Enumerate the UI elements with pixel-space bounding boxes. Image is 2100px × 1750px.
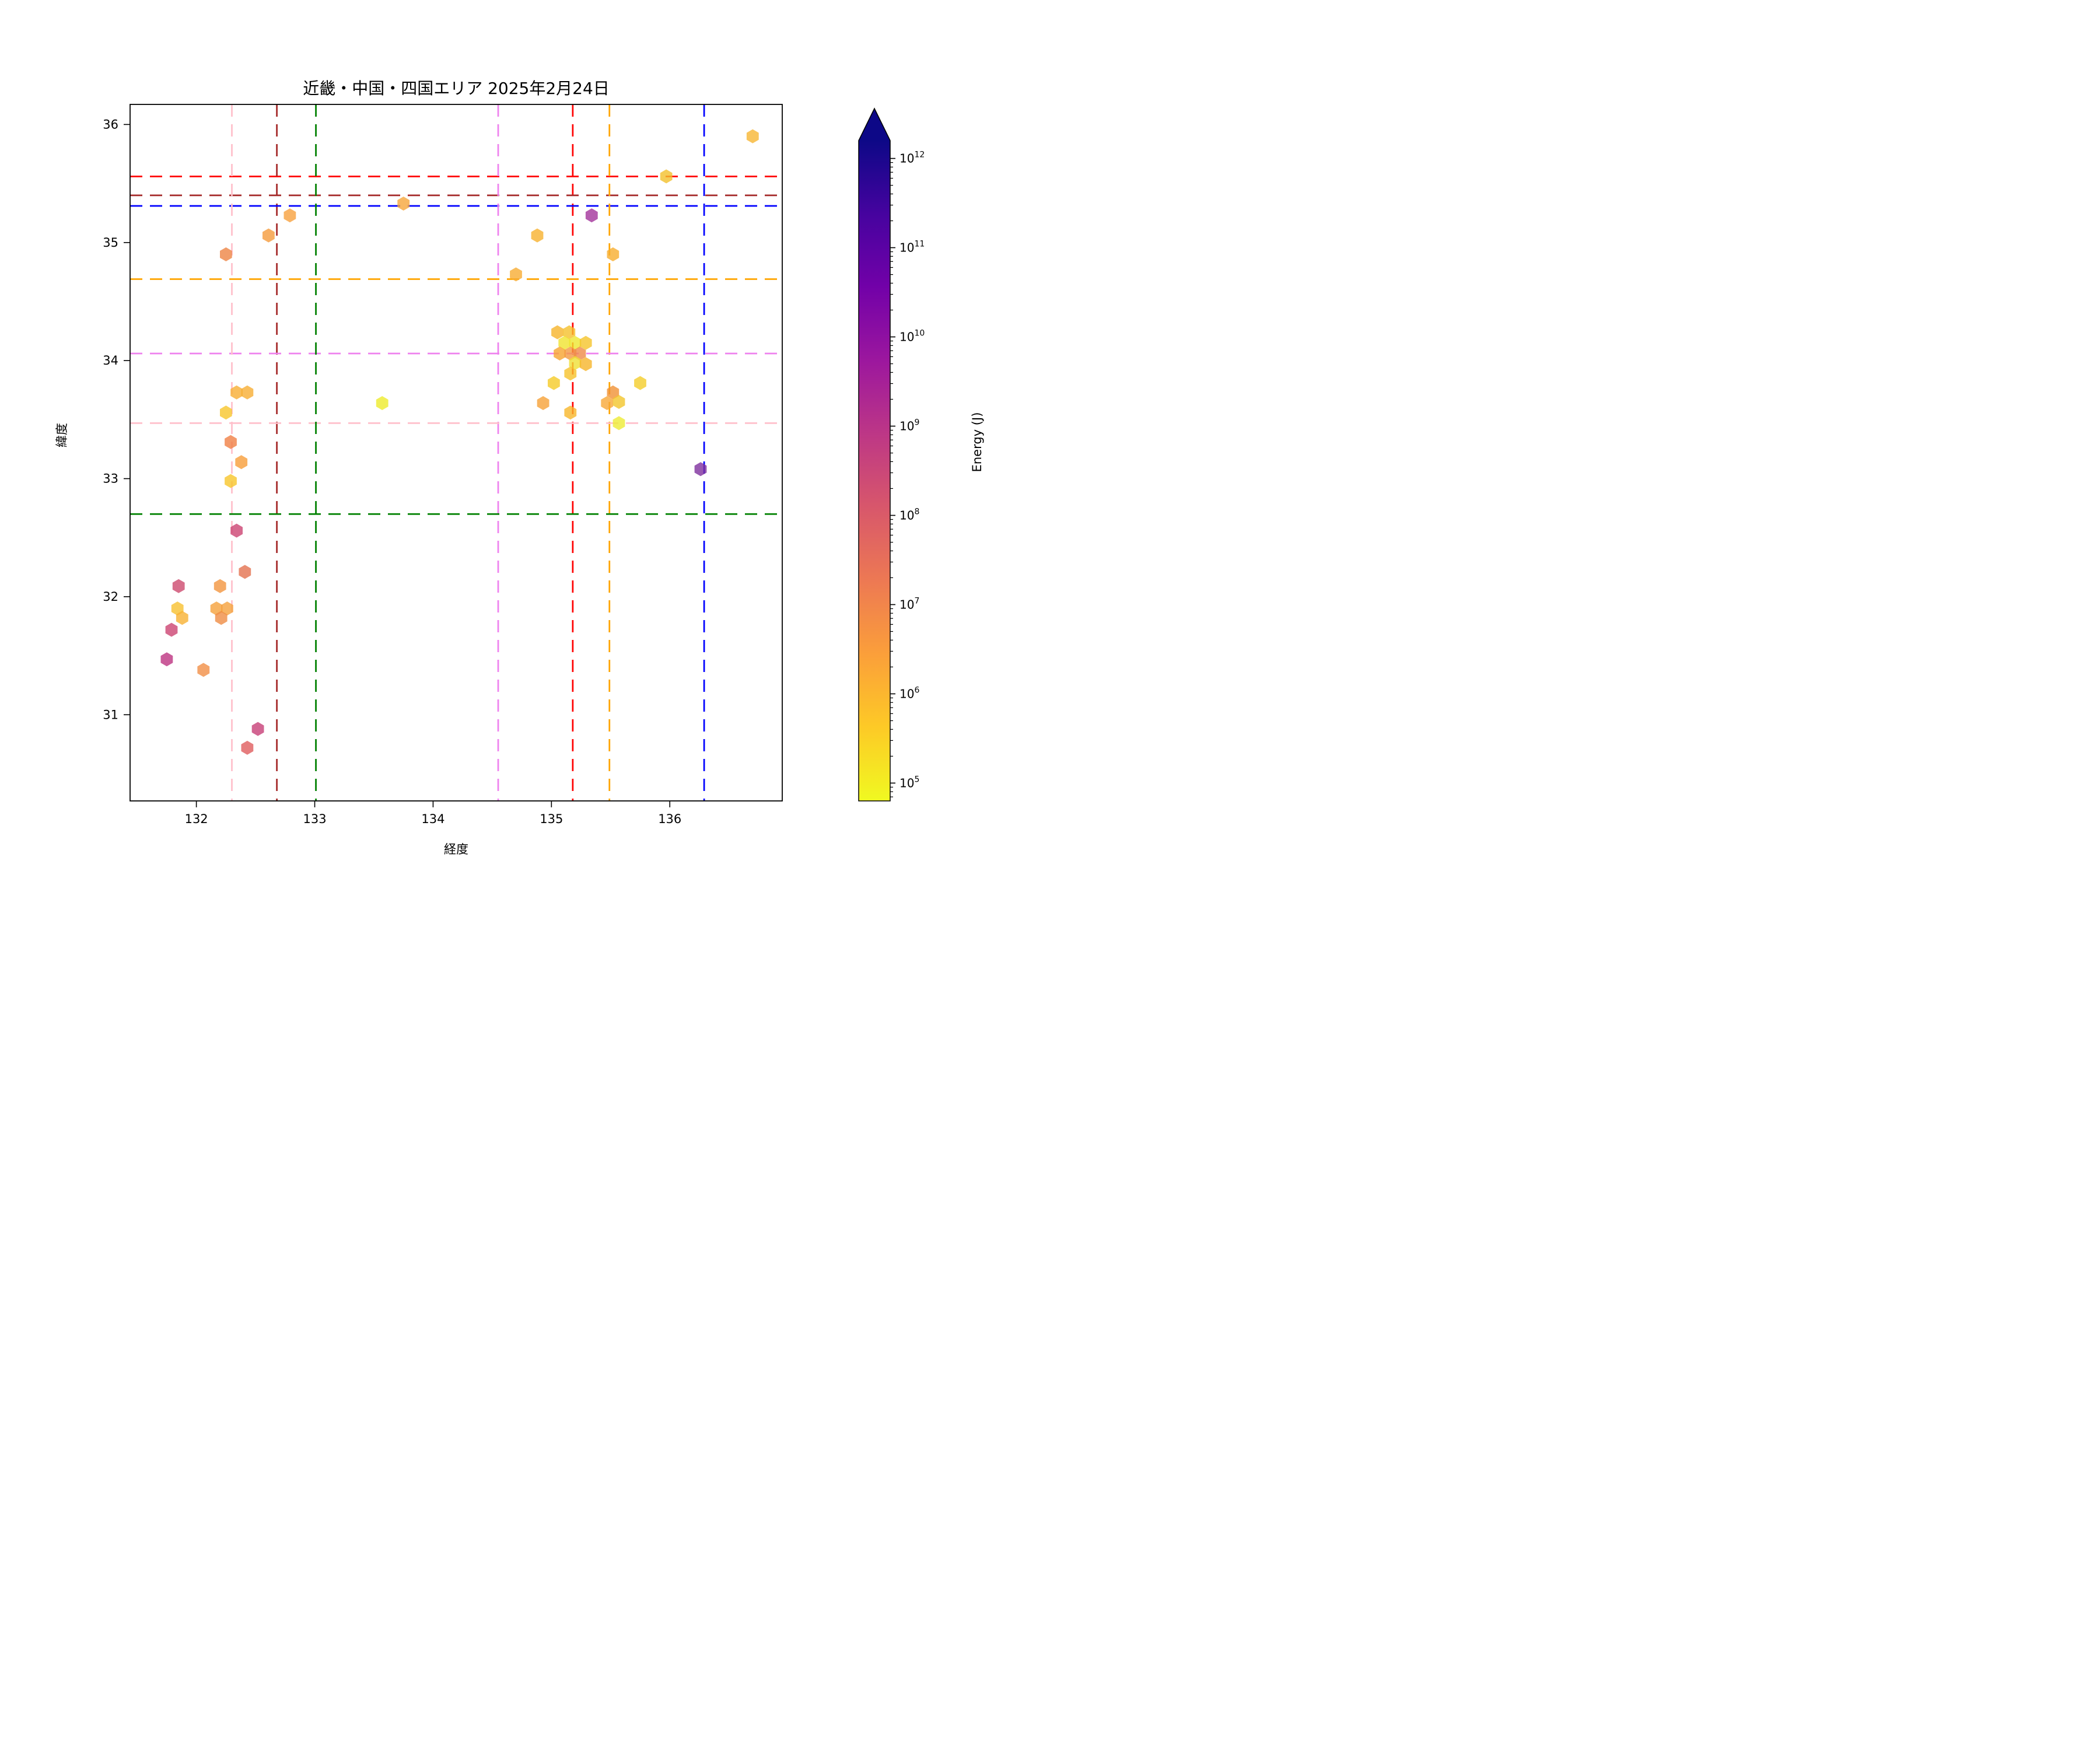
y-axis-label: 緯度	[55, 423, 69, 447]
data-point-hexagon	[160, 652, 173, 667]
data-point-hexagon	[221, 601, 233, 616]
data-point-hexagon	[172, 579, 185, 593]
y-tick-label: 34	[103, 354, 118, 368]
data-point-hexagon	[607, 385, 620, 400]
data-point-hexagon	[607, 247, 620, 261]
data-point-hexagon	[579, 357, 592, 372]
data-point-hexagon	[197, 663, 210, 677]
data-point-hexagon	[510, 267, 522, 282]
data-point-hexagon	[165, 622, 178, 637]
data-point-hexagon	[694, 462, 707, 477]
x-tick-label: 132	[185, 812, 208, 826]
plot-border	[130, 104, 783, 802]
data-point-hexagon	[746, 129, 759, 144]
y-tick-label: 36	[103, 117, 118, 131]
data-point-hexagon	[214, 579, 226, 593]
data-point-hexagon	[551, 325, 564, 340]
data-point-hexagon	[376, 396, 388, 410]
data-point-hexagon	[241, 385, 254, 400]
data-point-hexagon	[176, 611, 188, 625]
colorbar-tick-label: 1010	[900, 329, 925, 344]
data-point-hexagon	[564, 405, 577, 420]
y-tick-label: 33	[103, 472, 118, 486]
colorbar-tick-label: 1012	[900, 150, 925, 166]
data-point-hexagon	[585, 208, 598, 223]
x-tick-label: 134	[421, 812, 444, 826]
y-tick-label: 31	[103, 708, 118, 722]
data-point-hexagon	[554, 346, 566, 360]
data-point-hexagon	[660, 169, 673, 184]
scatter-chart: 132 133 134 135 136 31 32 33 34 35 36 1012 1011 1010 1…	[103, 104, 925, 826]
y-tick-label: 32	[103, 590, 118, 604]
data-point-hexagon	[601, 396, 614, 410]
data-point-hexagon	[230, 523, 243, 538]
data-point-hexagon	[569, 335, 582, 350]
data-point-hexagon	[564, 366, 577, 381]
data-point-hexagon	[220, 405, 232, 420]
colorbar-tick-label: 106	[900, 685, 919, 701]
colorbar-tick-label: 105	[900, 775, 919, 790]
data-point-hexagon	[537, 396, 550, 410]
y-tick-label: 35	[103, 236, 118, 250]
data-point-hexagon	[239, 565, 251, 579]
data-point-hexagon	[548, 376, 560, 390]
data-point-hexagon	[558, 335, 570, 350]
colorbar-outline	[858, 107, 891, 802]
data-point-hexagon	[569, 356, 582, 370]
colorbar-gradient	[859, 141, 890, 801]
data-point-hexagon	[579, 335, 592, 350]
chart-title: 近畿・中国・四国エリア 2025年2月24日	[303, 79, 610, 98]
data-point-hexagon	[241, 740, 254, 755]
data-point-hexagon	[251, 722, 264, 736]
data-point-hexagon	[612, 416, 625, 430]
colorbar-label: Energy (J)	[970, 412, 984, 473]
data-point-hexagon	[563, 325, 576, 340]
colorbar-tick-label: 1011	[900, 240, 925, 255]
x-tick-label: 135	[540, 812, 563, 826]
data-point-hexagon	[634, 376, 646, 390]
x-axis-label: 経度	[444, 842, 468, 856]
colorbar-tick-label: 107	[900, 596, 919, 611]
x-tick-label: 136	[658, 812, 681, 826]
data-point-hexagon	[225, 474, 237, 488]
data-point-hexagon	[220, 247, 232, 261]
data-point-hexagon	[215, 611, 228, 625]
colorbar-tick-label: 109	[900, 418, 919, 433]
figure-canvas: 132 133 134 135 136 31 32 33 34 35 36 1012 1011 1010 1…	[0, 0, 1050, 875]
data-point-hexagon	[230, 385, 243, 400]
colorbar-tick-label: 108	[900, 507, 919, 522]
data-point-hexagon	[225, 435, 237, 449]
colorbar-extend-arrow	[859, 108, 890, 141]
data-point-hexagon	[612, 395, 625, 409]
data-point-hexagon	[397, 197, 410, 211]
x-tick-label: 133	[303, 812, 326, 826]
data-point-hexagon	[531, 228, 544, 243]
data-point-hexagon	[284, 208, 296, 223]
data-point-hexagon	[262, 228, 275, 243]
data-point-hexagon	[235, 455, 248, 470]
plot-content	[130, 104, 782, 801]
